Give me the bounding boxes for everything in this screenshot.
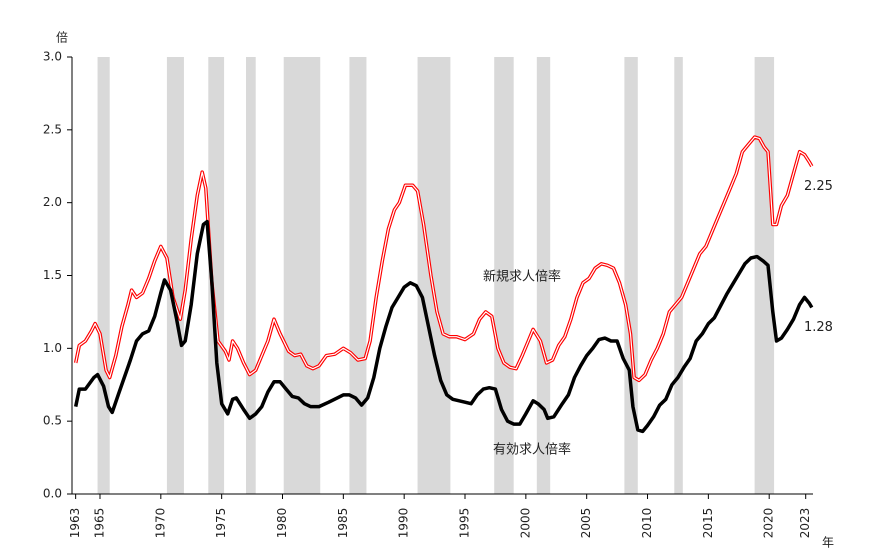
recession-band xyxy=(624,57,638,494)
recession-band xyxy=(245,57,256,494)
x-tick-label: 1980 xyxy=(275,508,289,539)
end-value-label: 1.28 xyxy=(804,320,833,335)
x-tick-label: 2010 xyxy=(640,508,654,539)
x-tick-label: 1965 xyxy=(92,508,106,539)
recession-band xyxy=(674,57,683,494)
x-axis-title: 年 xyxy=(822,536,834,550)
x-tick-label: 2023 xyxy=(798,508,812,539)
recession-band xyxy=(536,57,551,494)
x-tick-label: 2005 xyxy=(579,508,593,539)
y-tick-label: 0.0 xyxy=(43,487,62,501)
x-tick-label: 1995 xyxy=(458,508,472,539)
series-label: 新規求人倍率 xyxy=(483,269,561,285)
x-tick-label: 1975 xyxy=(214,508,228,539)
recession-band xyxy=(417,57,451,494)
y-tick-label: 2.0 xyxy=(43,195,62,209)
end-value-label: 2.25 xyxy=(804,179,833,194)
recession-band xyxy=(754,57,775,494)
y-tick-label: 2.5 xyxy=(43,122,62,136)
x-tick-label: 1990 xyxy=(397,508,411,539)
x-tick-label: 1985 xyxy=(336,508,350,539)
recession-band xyxy=(97,57,110,494)
recession-band xyxy=(166,57,184,494)
series-line xyxy=(73,219,814,434)
series-label: 有効求人倍率 xyxy=(493,442,571,458)
x-tick-label: 1963 xyxy=(68,508,82,539)
y-tick-label: 1.0 xyxy=(43,341,62,355)
recession-band xyxy=(349,57,367,494)
series-highlight xyxy=(75,136,813,381)
y-axis-title: 倍 xyxy=(56,30,68,45)
x-tick-label: 1970 xyxy=(153,508,167,539)
recession-band xyxy=(283,57,321,494)
y-tick-label: 0.5 xyxy=(43,414,62,428)
x-tick-label: 2020 xyxy=(762,508,776,539)
x-tick-label: 2015 xyxy=(701,508,715,539)
recession-band xyxy=(494,57,514,494)
x-tick-label: 2000 xyxy=(518,508,532,539)
y-tick-label: 3.0 xyxy=(43,50,62,64)
y-tick-label: 1.5 xyxy=(43,268,62,282)
